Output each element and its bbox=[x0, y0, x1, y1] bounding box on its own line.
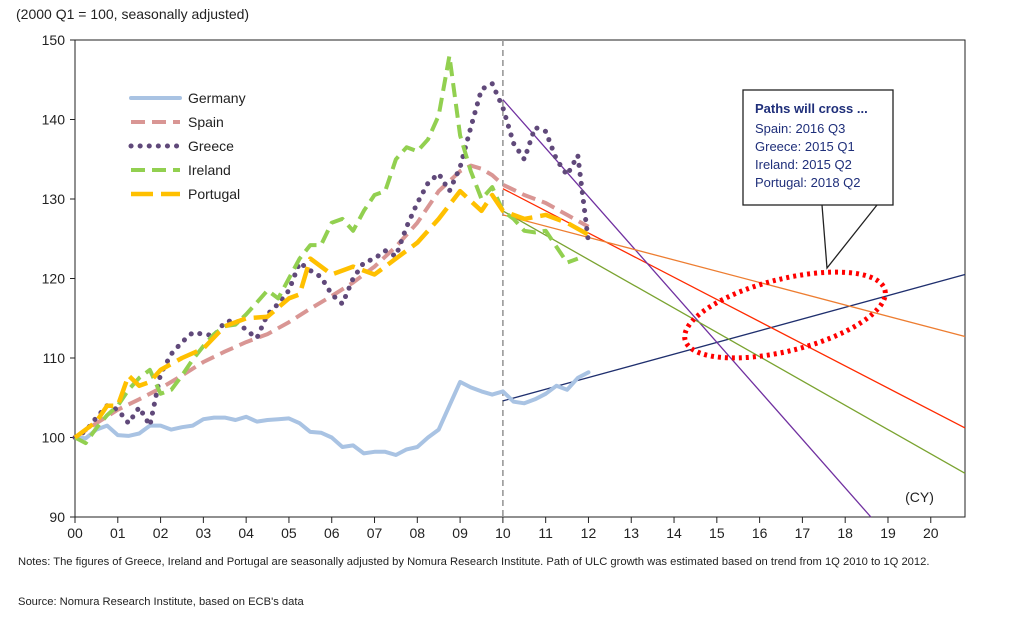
x-tick-label: 12 bbox=[581, 525, 597, 541]
x-tick-label: 18 bbox=[837, 525, 853, 541]
legend-label-spain: Spain bbox=[188, 114, 224, 130]
x-tick-label: 03 bbox=[196, 525, 212, 541]
x-tick-label: 17 bbox=[795, 525, 811, 541]
x-tick-label: 02 bbox=[153, 525, 169, 541]
y-tick-label: 110 bbox=[43, 350, 66, 366]
trend-line-greece bbox=[502, 99, 872, 518]
x-tick-label: 09 bbox=[452, 525, 468, 541]
x-tick-label: 01 bbox=[110, 525, 126, 541]
series-line-portugal bbox=[73, 188, 590, 440]
series-line-germany bbox=[73, 370, 591, 457]
callout-line: Portugal: 2018 Q2 bbox=[755, 175, 861, 190]
unit-label: (2000 Q1 = 100, seasonally adjusted) bbox=[16, 6, 250, 22]
line-chart: 90 100 110 120 130 140 150 00 01 02 03 04 05 06 07 08 09… bbox=[42, 32, 966, 541]
series-line-spain bbox=[73, 163, 590, 440]
crossing-highlight-ellipse bbox=[682, 269, 888, 361]
x-tick-label: 10 bbox=[495, 525, 511, 541]
y-tick-label: 100 bbox=[42, 430, 66, 446]
y-tick-label: 130 bbox=[42, 191, 66, 207]
x-tick-label: 13 bbox=[623, 525, 639, 541]
x-tick-label: 05 bbox=[281, 525, 297, 541]
x-tick-label: 15 bbox=[709, 525, 725, 541]
x-tick-label: 00 bbox=[67, 525, 83, 541]
x-tick-label: 06 bbox=[324, 525, 340, 541]
callout-box bbox=[742, 89, 894, 206]
x-tick-label: 19 bbox=[880, 525, 896, 541]
legend-label-germany: Germany bbox=[188, 90, 246, 106]
chart-source: Source: Nomura Research Institute, based… bbox=[18, 596, 304, 608]
callout-line: Ireland: 2015 Q2 bbox=[755, 157, 852, 172]
legend-label-ireland: Ireland bbox=[188, 162, 231, 178]
legend-label-portugal: Portugal bbox=[188, 186, 240, 202]
x-tick-label: 07 bbox=[367, 525, 383, 541]
callout-pointer bbox=[821, 204, 878, 270]
x-tick-label: 04 bbox=[238, 525, 254, 541]
series-line-greece bbox=[72, 81, 591, 440]
callout-title: Paths will cross ... bbox=[755, 101, 868, 116]
x-axis-label: (CY) bbox=[905, 489, 934, 505]
callout-line: Spain: 2016 Q3 bbox=[755, 121, 845, 136]
trend-line-portugal bbox=[502, 214, 966, 338]
x-tick-label: 08 bbox=[410, 525, 426, 541]
y-tick-label: 90 bbox=[49, 509, 65, 525]
legend-label-greece: Greece bbox=[188, 138, 234, 154]
x-tick-label: 16 bbox=[752, 525, 768, 541]
chart-notes: Notes: The figures of Greece, Ireland an… bbox=[18, 556, 930, 568]
x-tick-label: 14 bbox=[666, 525, 682, 541]
trend-line-ireland bbox=[502, 210, 966, 474]
x-tick-label: 11 bbox=[538, 525, 553, 541]
trend-line-germany bbox=[502, 273, 966, 402]
x-tick-label: 20 bbox=[923, 525, 939, 541]
y-tick-label: 150 bbox=[42, 32, 66, 48]
series-line-ireland bbox=[74, 53, 579, 446]
y-tick-label: 140 bbox=[42, 112, 66, 128]
y-tick-label: 120 bbox=[42, 271, 66, 287]
callout-line: Greece: 2015 Q1 bbox=[755, 139, 855, 154]
